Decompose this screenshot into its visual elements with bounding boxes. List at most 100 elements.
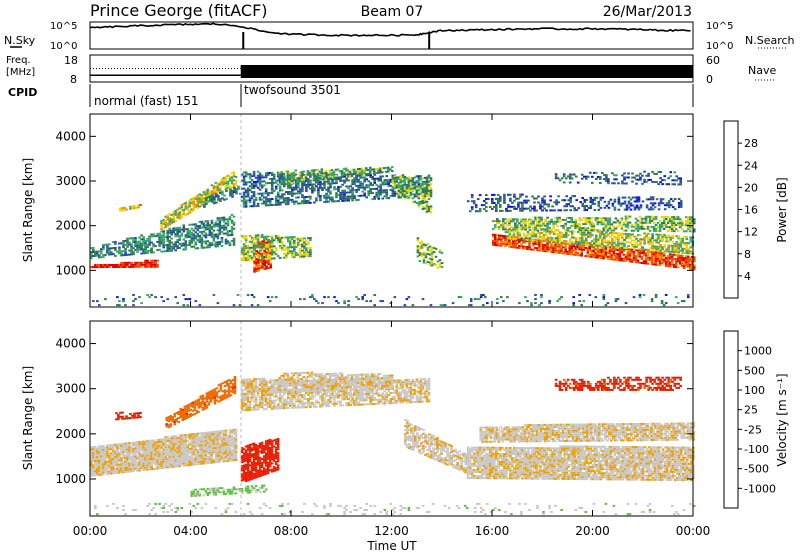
heatmap-cell: [650, 225, 654, 228]
heatmap-cell: [512, 233, 516, 236]
heatmap-cell: [538, 216, 541, 219]
heatmap-cell: [596, 254, 600, 257]
heatmap-cell: [512, 237, 516, 240]
heatmap-cell: [498, 226, 501, 229]
heatmap-cell: [540, 296, 543, 299]
heatmap-cell: [212, 233, 216, 236]
heatmap-cell: [603, 174, 606, 177]
heatmap-cell: [231, 193, 234, 196]
heatmap-cell: [618, 255, 622, 258]
heatmap-cell: [299, 239, 302, 242]
heatmap-cell: [502, 218, 505, 221]
heatmap-cell: [325, 200, 328, 203]
heatmap-cell: [341, 199, 344, 202]
heatmap-cell: [646, 252, 650, 255]
heatmap-cell: [142, 446, 145, 449]
heatmap-cell: [602, 227, 606, 230]
heatmap-cell: [418, 252, 422, 255]
heatmap-cell: [517, 203, 520, 206]
heatmap-cell: [112, 447, 115, 450]
heatmap-cell: [677, 237, 680, 240]
heatmap-cell: [90, 247, 93, 250]
heatmap-cell: [148, 235, 151, 238]
heatmap-cell: [552, 231, 556, 233]
heatmap-cell: [426, 246, 430, 249]
heatmap-cell: [248, 173, 252, 176]
heatmap-cell: [196, 196, 200, 199]
heatmap-cell: [128, 464, 131, 467]
heatmap-cell: [636, 255, 640, 258]
heatmap-cell: [92, 464, 95, 467]
heatmap-cell: [158, 444, 161, 447]
heatmap-cell: [548, 240, 552, 243]
heatmap-cell: [112, 466, 115, 469]
heatmap-cell: [108, 464, 111, 467]
heatmap-cell: [668, 263, 672, 266]
heatmap-cell: [217, 196, 220, 199]
heatmap-cell: [544, 234, 548, 237]
heatmap-cell: [102, 248, 105, 250]
heatmap-cell: [280, 171, 283, 174]
heatmap-cell: [387, 181, 391, 183]
heatmap-cell: [207, 196, 210, 199]
heatmap-cell: [341, 195, 344, 198]
heatmap-cell: [501, 209, 504, 212]
heatmap-cell: [508, 233, 512, 236]
heatmap-cell: [571, 205, 574, 208]
heatmap-cell: [264, 196, 268, 199]
heatmap-cell: [608, 227, 612, 230]
heatmap-cell: [580, 304, 583, 307]
heatmap-cell: [538, 224, 541, 227]
heatmap-cell: [166, 448, 169, 451]
heatmap-cell: [506, 229, 510, 232]
heatmap-cell: [198, 205, 202, 208]
heatmap-cell: [512, 228, 515, 231]
heatmap-cell: [132, 239, 135, 242]
heatmap-cell: [246, 251, 250, 253]
heatmap-cell: [176, 241, 179, 244]
heatmap-cell: [585, 177, 588, 180]
heatmap-cell: [530, 239, 534, 242]
heatmap-cell: [158, 459, 161, 462]
heatmap-cell: [660, 302, 664, 305]
heatmap-cell: [512, 235, 516, 238]
heatmap-cell: [112, 445, 115, 448]
heatmap-cell: [580, 254, 583, 257]
heatmap-cell: [166, 298, 169, 301]
heatmap-cell: [293, 248, 296, 251]
heatmap-cell: [246, 173, 250, 176]
heatmap-cell: [371, 178, 374, 180]
heatmap-cell: [108, 266, 111, 268]
heatmap-cell: [554, 228, 557, 231]
heatmap-cell: [110, 446, 113, 449]
heatmap-cell: [108, 454, 111, 457]
heatmap-cell: [558, 247, 561, 250]
heatmap-cell: [297, 243, 300, 246]
heatmap-cell: [514, 228, 517, 231]
heatmap-cell: [242, 203, 246, 206]
heatmap-cell: [528, 239, 532, 242]
heatmap-cell: [230, 176, 234, 179]
heatmap-cell: [198, 224, 202, 227]
heatmap-cell: [582, 246, 585, 249]
heatmap-cell: [660, 254, 664, 257]
heatmap-cell: [261, 248, 264, 251]
heatmap-cell: [192, 197, 196, 199]
heatmap-cell: [268, 247, 272, 250]
heatmap-cell: [90, 470, 93, 473]
heatmap-cell: [469, 304, 473, 307]
heatmap-cell: [252, 193, 256, 195]
heatmap-cell: [156, 265, 159, 268]
heatmap-cell: [192, 233, 196, 236]
heatmap-cell: [548, 302, 551, 305]
heatmap-cell: [250, 242, 254, 245]
heatmap-cell: [365, 178, 368, 181]
heatmap-cell: [590, 253, 594, 256]
heatmap-cell: [617, 234, 620, 237]
heatmap-cell: [540, 249, 543, 252]
heatmap-cell: [210, 225, 214, 228]
heatmap-cell: [670, 222, 674, 225]
heatmap-cell: [248, 199, 252, 202]
heatmap-cell: [682, 261, 686, 264]
heatmap-cell: [92, 472, 95, 475]
